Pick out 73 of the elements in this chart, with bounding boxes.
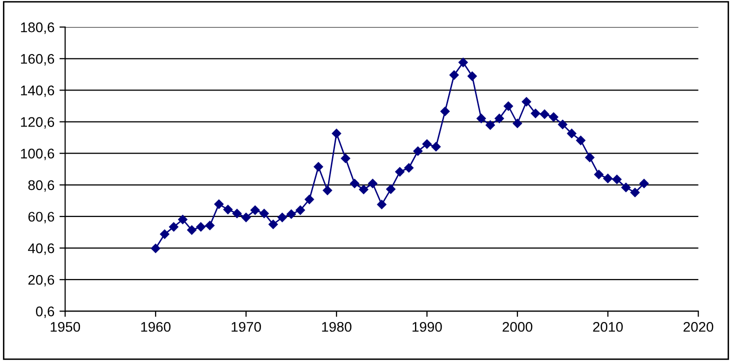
y-tick-label: 100,6	[21, 148, 54, 160]
point	[241, 212, 251, 222]
point	[567, 128, 576, 138]
point	[278, 212, 287, 222]
point	[214, 200, 224, 209]
point	[250, 206, 260, 215]
point	[232, 208, 242, 218]
point	[422, 139, 432, 149]
point	[548, 112, 558, 122]
point	[530, 108, 540, 118]
point	[169, 222, 178, 232]
point	[359, 184, 368, 194]
point	[304, 194, 314, 204]
point	[603, 174, 612, 184]
x-tick-label: 2020	[684, 322, 714, 332]
x-tick-label: 2010	[593, 322, 623, 332]
x-tick-label: 1950	[50, 322, 80, 332]
point	[522, 97, 532, 106]
point	[314, 162, 324, 172]
point	[512, 118, 522, 128]
y-tick-label: 40,6	[28, 243, 54, 255]
point	[449, 70, 459, 80]
point	[494, 114, 504, 124]
point	[340, 154, 350, 164]
point	[350, 178, 360, 188]
point	[332, 128, 342, 138]
point	[486, 120, 495, 130]
point	[458, 58, 468, 68]
point	[468, 72, 477, 81]
point	[440, 106, 450, 116]
y-tick-label: 80,6	[28, 180, 54, 192]
point	[413, 146, 423, 156]
point	[621, 182, 631, 192]
y-tick-label: 140,6	[21, 86, 54, 98]
point	[223, 204, 233, 214]
x-tick-label: 2000	[502, 322, 532, 332]
point	[630, 188, 640, 198]
x-tick-label: 1980	[322, 322, 352, 332]
point	[322, 186, 332, 196]
point	[395, 167, 404, 176]
y-tick-label: 120,6	[21, 117, 54, 129]
point	[205, 220, 214, 230]
point	[576, 136, 586, 146]
point	[504, 102, 513, 111]
y-tick-label: 180,6	[21, 22, 54, 34]
point	[612, 174, 622, 184]
point	[386, 184, 396, 194]
point	[268, 220, 278, 229]
point	[558, 120, 568, 130]
x-tick-label: 1970	[232, 322, 261, 332]
point	[178, 214, 188, 224]
point	[260, 208, 269, 218]
point	[196, 222, 206, 232]
point	[540, 110, 550, 119]
point	[377, 200, 386, 210]
point	[476, 114, 486, 124]
point	[404, 163, 414, 172]
point	[286, 209, 296, 219]
point	[585, 152, 594, 162]
point	[368, 178, 378, 188]
y-tick-label: 60,6	[28, 212, 54, 224]
x-tick-label: 1960	[141, 322, 171, 332]
y-tick-label: 20,6	[28, 274, 54, 286]
point	[639, 178, 649, 188]
y-tick-label: 0,6	[36, 306, 54, 318]
point	[296, 206, 305, 215]
point	[187, 225, 196, 235]
x-tick-label: 1990	[412, 322, 442, 332]
point	[160, 230, 170, 239]
point	[150, 244, 160, 253]
point	[431, 142, 441, 152]
y-tick-label: 160,6	[21, 54, 54, 66]
point	[594, 170, 604, 180]
